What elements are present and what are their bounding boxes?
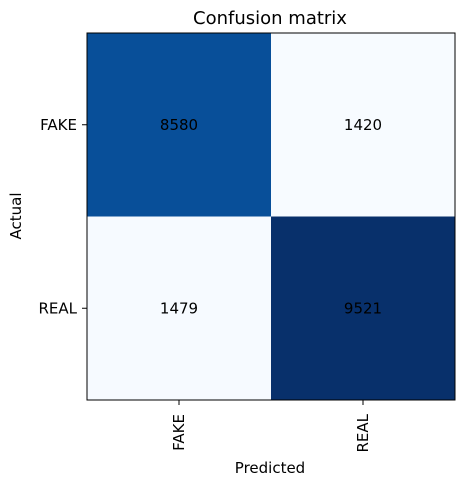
heatmap-cell-0-1 xyxy=(271,33,455,217)
x-axis-label: Predicted xyxy=(235,459,305,477)
x-tick-label: REAL xyxy=(354,413,372,452)
y-tick-label: FAKE xyxy=(40,116,77,134)
cell-value-label-0-1: 1420 xyxy=(344,116,382,134)
cell-value-label-0-0: 8580 xyxy=(160,116,198,134)
cell-value-label-1-1: 9521 xyxy=(344,299,382,317)
heatmap-annotations: 8580 1420 1479 9521 xyxy=(160,116,382,318)
y-axis: FAKE REAL xyxy=(38,116,87,317)
cell-value-label-1-0: 1479 xyxy=(160,299,198,317)
heatmap-cells xyxy=(87,33,455,400)
heatmap-cell-0-0 xyxy=(87,33,271,217)
chart-title: Confusion matrix xyxy=(193,8,347,29)
x-axis: FAKE REAL xyxy=(170,400,372,453)
heatmap-cell-1-0 xyxy=(87,216,271,400)
y-tick-label: REAL xyxy=(38,299,77,317)
x-tick-label: FAKE xyxy=(170,414,188,451)
heatmap-cell-1-1 xyxy=(271,216,455,400)
y-axis-label: Actual xyxy=(7,193,25,240)
plot-frame xyxy=(86,32,456,401)
